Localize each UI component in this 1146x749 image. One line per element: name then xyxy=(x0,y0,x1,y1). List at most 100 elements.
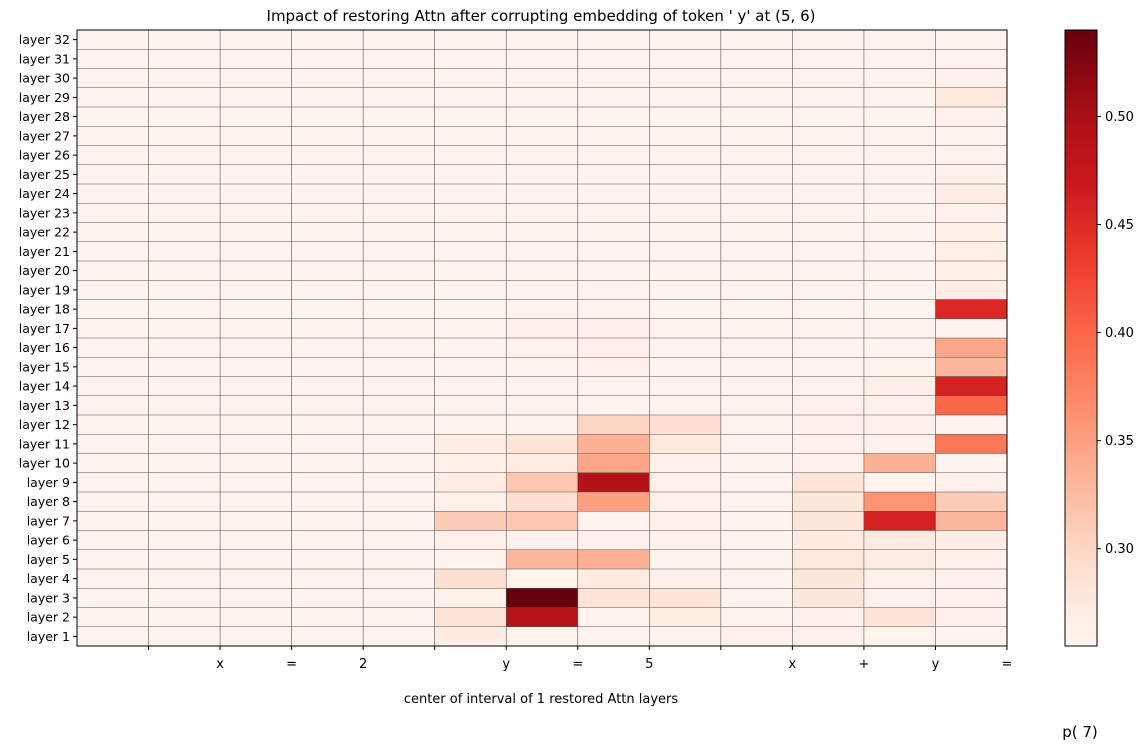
heatmap-cell xyxy=(577,261,650,281)
heatmap-cell xyxy=(863,49,936,69)
heatmap-cell xyxy=(935,626,1008,647)
heatmap-cell xyxy=(863,145,936,166)
heatmap-cell xyxy=(220,49,293,69)
heatmap-cell xyxy=(363,492,436,512)
heatmap-cell xyxy=(720,607,793,628)
colorbar xyxy=(1064,29,1098,647)
heatmap-cell xyxy=(863,261,936,281)
heatmap-cell xyxy=(220,357,293,377)
heatmap-cell xyxy=(863,30,936,50)
heatmap-cell xyxy=(792,280,865,300)
colorbar-tick-label: 0.35 xyxy=(1105,434,1134,449)
heatmap-cell xyxy=(935,107,1008,127)
heatmap-cell xyxy=(434,434,507,454)
heatmap-cell xyxy=(720,549,793,570)
heatmap-cell xyxy=(935,453,1008,474)
heatmap-cell xyxy=(577,49,650,69)
heatmap-cell xyxy=(863,318,936,339)
heatmap-cell xyxy=(77,203,150,223)
heatmap-cell xyxy=(434,107,507,127)
heatmap-cell xyxy=(291,626,364,647)
heatmap-cell xyxy=(649,434,722,454)
heatmap-cell xyxy=(649,530,722,551)
y-tick-label: layer 25 xyxy=(19,167,70,182)
heatmap-cell xyxy=(863,164,936,185)
heatmap-cell xyxy=(577,241,650,262)
heatmap-cell xyxy=(77,68,150,89)
heatmap-cell xyxy=(792,472,865,493)
heatmap-cell xyxy=(863,549,936,570)
heatmap-cell xyxy=(792,164,865,185)
heatmap-cell xyxy=(220,299,293,320)
heatmap-cell xyxy=(506,145,579,166)
heatmap-cell xyxy=(434,164,507,185)
heatmap-cell xyxy=(77,107,150,127)
heatmap-cell xyxy=(577,30,650,50)
heatmap-cell xyxy=(148,530,221,551)
heatmap-cell xyxy=(577,434,650,454)
x-tick-label: = xyxy=(286,657,297,672)
heatmap-cell xyxy=(434,241,507,262)
heatmap-cell xyxy=(935,145,1008,166)
heatmap-cell xyxy=(291,145,364,166)
heatmap-cell xyxy=(792,107,865,127)
heatmap-cell xyxy=(720,261,793,281)
heatmap-cell xyxy=(649,299,722,320)
heatmap-cell xyxy=(148,588,221,608)
heatmap-cell xyxy=(291,318,364,339)
heatmap-cell xyxy=(577,588,650,608)
heatmap-cell xyxy=(792,376,865,397)
heatmap-cell xyxy=(792,607,865,628)
heatmap-cell xyxy=(935,569,1008,589)
heatmap-cell xyxy=(792,492,865,512)
heatmap-cell xyxy=(577,107,650,127)
heatmap-cell xyxy=(935,49,1008,69)
heatmap-cell xyxy=(434,626,507,647)
heatmap-cell xyxy=(434,338,507,358)
heatmap-cell xyxy=(434,87,507,108)
colorbar-tick-label: 0.50 xyxy=(1105,110,1134,125)
heatmap-cell xyxy=(506,299,579,320)
heatmap-cell xyxy=(863,607,936,628)
heatmap-cell xyxy=(148,626,221,647)
heatmap-cell xyxy=(434,261,507,281)
heatmap-cell xyxy=(77,434,150,454)
heatmap-cell xyxy=(434,588,507,608)
heatmap-cell xyxy=(506,49,579,69)
heatmap-cell xyxy=(792,530,865,551)
heatmap-cell xyxy=(291,203,364,223)
heatmap-cell xyxy=(935,549,1008,570)
heatmap-cell xyxy=(792,588,865,608)
y-tick-label: layer 16 xyxy=(19,340,70,355)
heatmap-cell xyxy=(935,184,1008,204)
heatmap-cell xyxy=(863,280,936,300)
heatmap-cell xyxy=(577,569,650,589)
y-tick-label: layer 32 xyxy=(19,32,70,47)
colorbar-label: p( 7) xyxy=(1062,723,1098,741)
heatmap-cell xyxy=(77,453,150,474)
heatmap-cell xyxy=(291,357,364,377)
heatmap-cell xyxy=(434,30,507,50)
heatmap-cell xyxy=(863,511,936,531)
heatmap-cell xyxy=(148,107,221,127)
heatmap-cell xyxy=(434,492,507,512)
heatmap-cell xyxy=(649,376,722,397)
heatmap-cell xyxy=(363,241,436,262)
heatmap-cell xyxy=(506,261,579,281)
heatmap-cell xyxy=(935,588,1008,608)
heatmap-cell xyxy=(291,261,364,281)
heatmap-cell xyxy=(434,357,507,377)
heatmap-cell xyxy=(434,126,507,146)
heatmap-cell xyxy=(220,184,293,204)
heatmap-cell xyxy=(863,395,936,416)
heatmap-cell xyxy=(363,569,436,589)
heatmap-cell xyxy=(291,338,364,358)
heatmap-cell xyxy=(363,415,436,435)
x-tick-label: 2 xyxy=(359,657,367,672)
y-tick-label: layer 12 xyxy=(19,417,70,432)
y-tick-label: layer 21 xyxy=(19,244,70,259)
heatmap-cell xyxy=(291,415,364,435)
heatmap-cell xyxy=(148,357,221,377)
heatmap-cell xyxy=(363,453,436,474)
